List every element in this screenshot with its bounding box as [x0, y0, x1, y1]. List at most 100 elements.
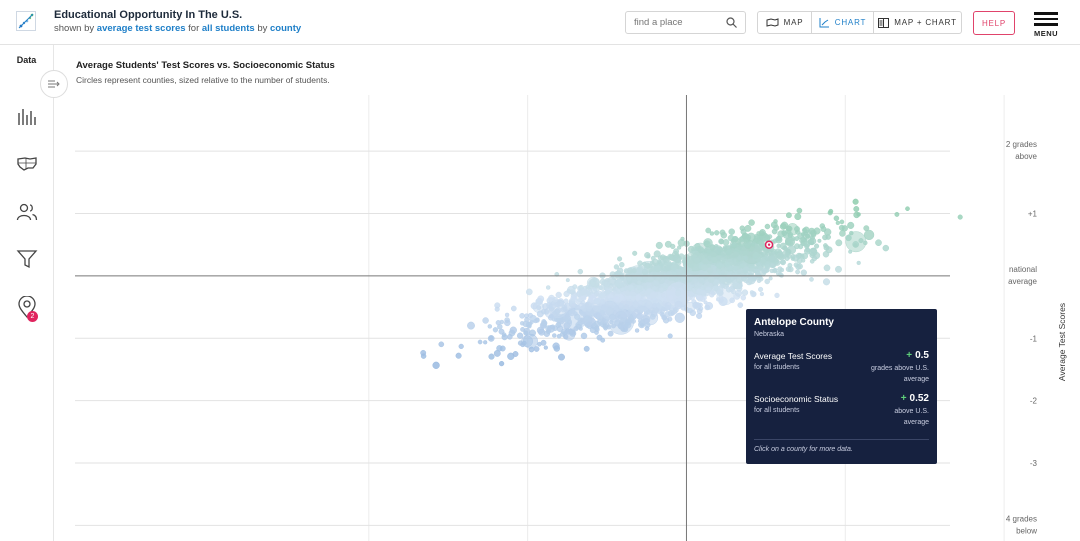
county-point[interactable] [644, 252, 651, 259]
county-point[interactable] [589, 277, 600, 288]
collapse-panel-button[interactable] [40, 70, 68, 98]
county-point[interactable] [655, 241, 663, 249]
county-point[interactable] [559, 301, 565, 307]
county-point[interactable] [634, 328, 640, 333]
county-point[interactable] [653, 250, 661, 258]
county-point[interactable] [594, 325, 600, 331]
county-point[interactable] [716, 289, 724, 296]
county-point[interactable] [793, 262, 799, 268]
county-point[interactable] [523, 330, 529, 336]
county-point[interactable] [563, 298, 569, 304]
county-point[interactable] [611, 273, 618, 281]
county-point[interactable] [758, 265, 764, 271]
county-point[interactable] [785, 212, 792, 219]
county-point[interactable] [957, 214, 963, 220]
county-point[interactable] [657, 259, 662, 264]
county-point[interactable] [731, 241, 738, 249]
county-point[interactable] [499, 319, 505, 325]
bar-chart-icon[interactable] [16, 105, 38, 127]
county-point[interactable] [695, 295, 702, 301]
county-point[interactable] [540, 339, 547, 346]
county-point[interactable] [758, 286, 764, 292]
county-point[interactable] [727, 234, 735, 242]
county-point[interactable] [787, 262, 793, 268]
county-point[interactable] [786, 240, 792, 246]
county-point[interactable] [619, 261, 625, 268]
county-point[interactable] [744, 242, 752, 249]
county-point[interactable] [734, 289, 743, 297]
county-point[interactable] [632, 250, 638, 256]
county-point[interactable] [677, 238, 686, 247]
view-map-chart-button[interactable]: MAP + CHART [874, 12, 961, 33]
county-point[interactable] [707, 276, 715, 284]
county-point[interactable] [615, 310, 627, 323]
county-point[interactable] [585, 284, 591, 290]
county-point[interactable] [748, 219, 755, 226]
county-point[interactable] [583, 345, 590, 352]
county-point[interactable] [710, 251, 717, 258]
county-point[interactable] [609, 313, 616, 321]
county-point[interactable] [570, 295, 577, 302]
county-point[interactable] [593, 297, 601, 305]
county-point[interactable] [501, 334, 508, 341]
county-point[interactable] [728, 228, 735, 235]
county-point[interactable] [835, 265, 842, 273]
county-point[interactable] [788, 232, 794, 238]
county-point[interactable] [652, 302, 658, 308]
county-point[interactable] [586, 290, 591, 296]
county-point[interactable] [779, 267, 785, 273]
county-point[interactable] [722, 246, 728, 252]
county-point[interactable] [740, 228, 747, 235]
county-point[interactable] [730, 289, 737, 295]
county-point[interactable] [743, 255, 749, 261]
county-point[interactable] [432, 361, 440, 369]
county-point[interactable] [702, 295, 707, 301]
county-point[interactable] [577, 268, 584, 275]
county-point[interactable] [580, 289, 587, 296]
county-point[interactable] [685, 283, 693, 292]
county-point[interactable] [488, 335, 494, 341]
county-point[interactable] [636, 275, 643, 282]
county-point[interactable] [554, 308, 561, 315]
county-point[interactable] [822, 234, 828, 241]
county-point[interactable] [636, 312, 644, 320]
county-point[interactable] [590, 287, 598, 294]
county-point[interactable] [764, 223, 771, 230]
county-point[interactable] [661, 314, 667, 321]
county-point[interactable] [604, 288, 611, 295]
county-point[interactable] [742, 266, 750, 274]
county-point[interactable] [853, 206, 860, 212]
county-point[interactable] [580, 332, 588, 340]
county-point[interactable] [778, 252, 784, 258]
county-point[interactable] [765, 234, 770, 239]
county-point[interactable] [703, 240, 711, 248]
county-point[interactable] [649, 291, 657, 299]
county-point[interactable] [776, 235, 782, 242]
county-point[interactable] [752, 251, 760, 260]
county-point[interactable] [739, 263, 745, 269]
county-point[interactable] [609, 319, 614, 325]
county-point[interactable] [594, 330, 599, 335]
county-point[interactable] [733, 266, 738, 271]
county-point[interactable] [579, 317, 585, 322]
county-point[interactable] [565, 278, 570, 283]
view-map-button[interactable]: MAP [758, 12, 812, 33]
county-point[interactable] [800, 269, 807, 276]
county-point[interactable] [599, 309, 605, 316]
county-point[interactable] [635, 294, 641, 301]
county-point[interactable] [768, 276, 773, 281]
county-point[interactable] [524, 317, 530, 323]
county-point[interactable] [563, 334, 569, 340]
county-point[interactable] [794, 226, 800, 232]
county-point[interactable] [845, 234, 852, 242]
county-point[interactable] [751, 242, 756, 247]
county-point[interactable] [567, 328, 573, 334]
county-point[interactable] [785, 225, 792, 232]
county-point[interactable] [498, 360, 505, 367]
county-point[interactable] [689, 309, 696, 317]
county-point[interactable] [823, 244, 830, 251]
county-point[interactable] [661, 284, 667, 290]
county-point[interactable] [828, 208, 834, 214]
county-point[interactable] [521, 335, 533, 348]
county-point[interactable] [735, 276, 744, 284]
